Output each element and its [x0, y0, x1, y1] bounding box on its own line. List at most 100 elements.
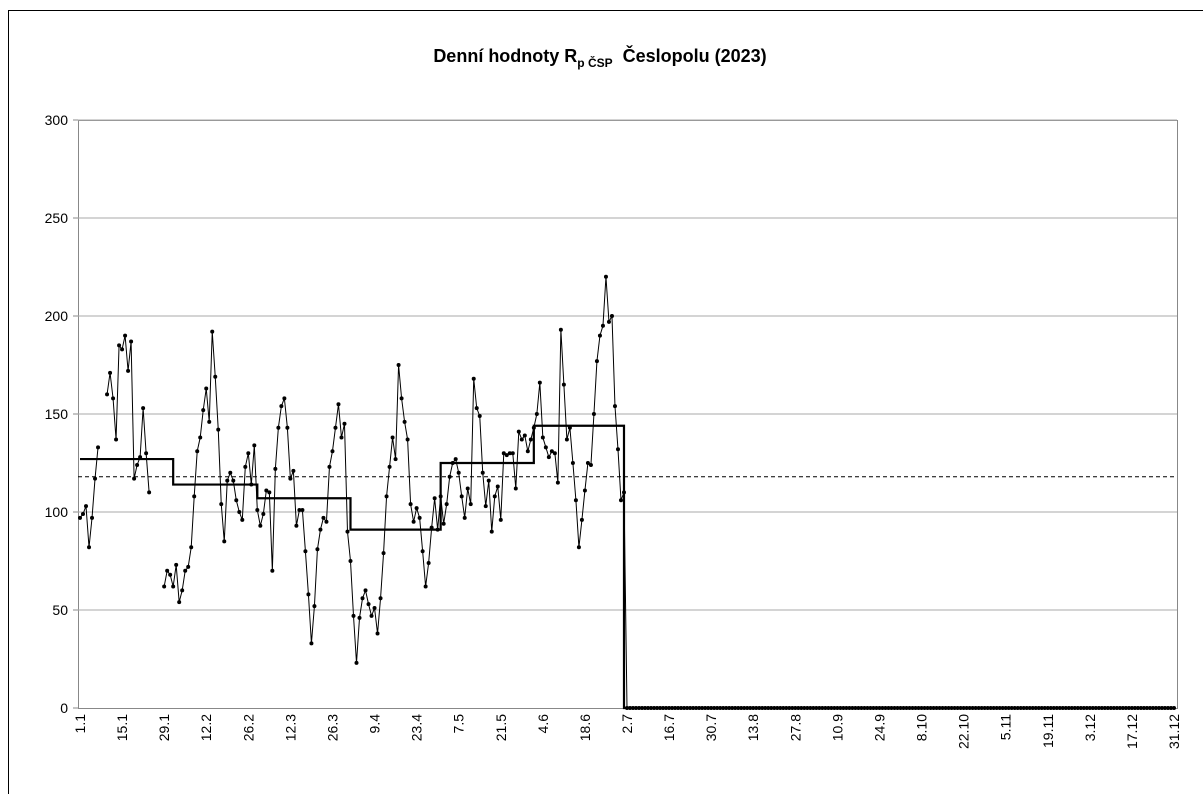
data-point: [486, 478, 491, 483]
data-point: [255, 508, 260, 513]
data-point: [417, 515, 422, 520]
data-point: [369, 613, 374, 618]
data-point: [597, 333, 602, 338]
data-point: [519, 437, 524, 442]
data-point: [78, 515, 82, 520]
data-point: [582, 488, 587, 493]
data-point: [111, 396, 116, 401]
data-point: [588, 462, 593, 467]
data-point: [336, 402, 341, 407]
data-point: [303, 549, 308, 554]
data-point: [324, 519, 329, 524]
x-tick-label: 23.4: [409, 714, 425, 741]
data-point: [561, 382, 566, 387]
data-point: [234, 498, 239, 503]
data-point: [339, 435, 344, 440]
data-point: [540, 435, 545, 440]
data-point: [240, 517, 245, 522]
x-tick-label: 31.12: [1166, 714, 1182, 749]
data-point: [603, 274, 608, 279]
data-point: [144, 451, 149, 456]
data-point: [300, 508, 305, 513]
data-point: [480, 470, 485, 475]
data-point: [546, 455, 551, 460]
data-point: [252, 443, 257, 448]
data-point: [180, 588, 185, 593]
data-point: [243, 464, 248, 469]
data-point: [351, 613, 356, 618]
chart-frame: [8, 10, 1203, 794]
data-point: [591, 412, 596, 416]
data-point: [129, 339, 134, 344]
data-point: [501, 451, 506, 456]
data-point: [543, 445, 548, 450]
data-point: [579, 517, 584, 522]
x-tick-label: 1.1: [72, 714, 88, 734]
data-point: [228, 470, 233, 475]
data-point: [198, 435, 203, 440]
data-point: [447, 474, 452, 479]
data-point: [123, 333, 128, 338]
data-point: [108, 370, 113, 375]
x-tick-label: 16.7: [661, 714, 677, 741]
data-point: [522, 433, 527, 438]
data-point: [264, 488, 269, 493]
data-point: [171, 584, 176, 589]
data-point: [291, 468, 296, 473]
data-point: [453, 457, 458, 462]
data-point: [576, 545, 581, 550]
data-point: [126, 368, 131, 373]
x-tick-label: 29.1: [156, 714, 172, 741]
data-point: [189, 545, 194, 550]
data-point: [84, 504, 89, 509]
title-subscript: p ČSP: [577, 55, 612, 70]
data-point: [399, 396, 404, 401]
x-tick-label: 4.6: [535, 714, 551, 734]
data-point: [462, 515, 467, 520]
data-point: [390, 435, 395, 440]
data-point: [477, 413, 482, 418]
x-tick-label: 24.9: [871, 714, 887, 741]
data-point: [489, 529, 494, 534]
data-point: [411, 519, 416, 524]
data-point: [225, 478, 230, 483]
data-point: [330, 449, 335, 454]
data-point: [96, 445, 101, 450]
data-point: [147, 490, 152, 495]
data-point: [318, 527, 323, 532]
data-point: [606, 319, 611, 324]
data-point: [282, 396, 287, 401]
data-point: [312, 604, 317, 609]
y-tick-label: 150: [45, 406, 69, 422]
y-tick-label: 250: [45, 210, 69, 226]
data-point: [162, 584, 167, 589]
data-point: [564, 437, 569, 442]
data-point: [327, 464, 332, 469]
data-point: [528, 437, 533, 442]
data-point: [345, 529, 350, 534]
data-point: [594, 359, 599, 364]
data-point: [444, 502, 449, 507]
data-point: [507, 451, 512, 456]
data-point: [321, 515, 326, 520]
data-point: [363, 588, 368, 593]
x-tick-label: 26.3: [324, 714, 340, 741]
data-point: [315, 547, 320, 552]
data-point: [174, 562, 179, 567]
y-tick-label: 50: [52, 602, 68, 618]
data-point: [396, 363, 401, 367]
x-tick-label: 21.5: [493, 714, 509, 741]
data-point: [213, 374, 218, 379]
data-point: [426, 560, 431, 565]
x-tick-label: 9.4: [367, 714, 383, 734]
data-point: [405, 437, 410, 442]
data-point: [114, 437, 119, 442]
data-point: [456, 470, 461, 475]
data-point: [258, 523, 263, 528]
data-point: [354, 660, 359, 665]
data-point: [471, 376, 476, 381]
data-point: [549, 449, 554, 454]
data-point: [423, 584, 428, 589]
data-point: [186, 564, 191, 569]
x-tick-label: 7.5: [451, 714, 467, 734]
